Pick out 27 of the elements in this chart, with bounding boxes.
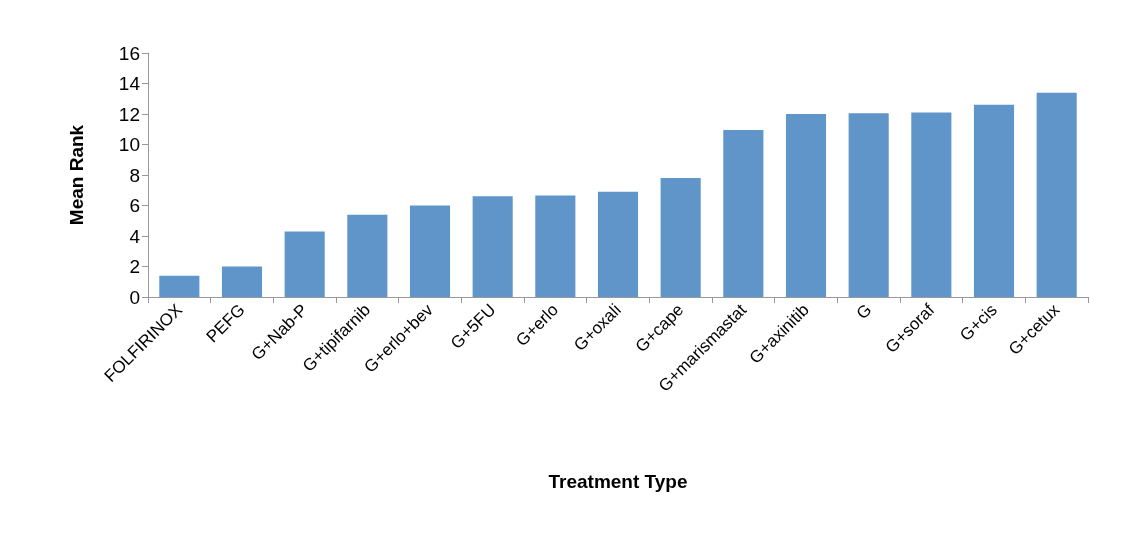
y-tick-label: 14 [118, 73, 141, 94]
bar [284, 231, 325, 297]
bar [785, 114, 827, 297]
bar [723, 130, 764, 297]
bar [472, 196, 513, 297]
bar [535, 195, 576, 297]
bar [660, 178, 701, 297]
y-tick-label: 12 [118, 103, 140, 125]
bar [911, 112, 952, 297]
bar [221, 266, 263, 297]
x-axis-title: Treatment Type [548, 471, 688, 492]
bar [1036, 92, 1077, 297]
bar [848, 113, 889, 297]
y-tick-label: 4 [129, 225, 141, 247]
y-tick-label: 8 [129, 164, 140, 186]
bar [973, 104, 1015, 297]
bar [347, 214, 388, 297]
y-axis-title: Mean Rank [66, 124, 87, 226]
y-tick-label: 16 [118, 42, 140, 64]
y-tick-label: 10 [118, 134, 140, 155]
bar [159, 275, 200, 297]
y-tick-label: 6 [129, 195, 140, 216]
x-tick-label: G [852, 300, 876, 324]
y-tick-label: 2 [129, 256, 140, 277]
bar [597, 191, 639, 297]
bar [409, 205, 451, 297]
y-tick-label: 0 [129, 286, 140, 308]
